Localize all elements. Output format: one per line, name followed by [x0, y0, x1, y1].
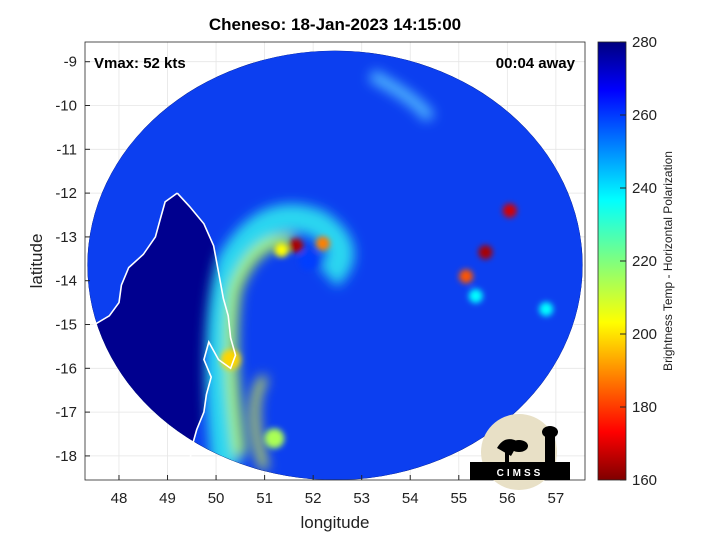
logo-dish-base	[505, 452, 509, 462]
feature-point	[264, 428, 285, 449]
colorbar-label: Brightness Temp - Horizontal Polarizatio…	[661, 151, 675, 371]
y-tick-label: -9	[64, 54, 77, 71]
logo-tower-icon	[545, 432, 555, 462]
coastline-north	[85, 192, 178, 334]
colorbar-tick-label: 280	[632, 34, 657, 51]
x-tick-label: 48	[111, 490, 128, 507]
colorbar-ticks: 160 180 200 220 240 260 280	[620, 34, 657, 489]
x-tick-label: 51	[256, 490, 273, 507]
brightness-swath	[87, 50, 583, 480]
y-tick-label: -12	[55, 185, 77, 202]
logo-dome-icon	[510, 440, 528, 452]
feature-point	[539, 302, 554, 317]
colorbar-tick-label: 200	[632, 326, 657, 343]
x-tick-label: 56	[499, 490, 516, 507]
y-axis-ticks: -9 -10 -11 -12 -13 -14 -15 -16 -17 -18	[55, 54, 90, 465]
colorbar-tick-label: 240	[632, 180, 657, 197]
y-tick-label: -14	[55, 273, 77, 290]
northern-cloud	[368, 69, 435, 122]
logo-building	[470, 462, 570, 480]
logo-text: CIMSS	[497, 468, 544, 479]
feature-point	[299, 252, 318, 270]
feature-point	[468, 289, 483, 304]
colorbar-tick-label: 180	[632, 399, 657, 416]
time-offset-label: 00:04 away	[496, 55, 576, 72]
x-tick-label: 50	[208, 490, 225, 507]
inner-band	[225, 234, 295, 457]
y-tick-label: -15	[55, 317, 77, 334]
colorbar-tick-label: 160	[632, 472, 657, 489]
x-axis-label: longitude	[300, 513, 369, 532]
y-tick-label: -13	[55, 229, 77, 246]
southern-band	[250, 374, 269, 471]
outer-band	[205, 204, 355, 471]
feature-point	[289, 238, 304, 253]
y-tick-label: -10	[55, 98, 77, 115]
chart-title: Cheneso: 18-Jan-2023 14:15:00	[209, 15, 461, 34]
cimss-logo: CIMSS	[470, 414, 570, 490]
colorbar-tick-label: 220	[632, 253, 657, 270]
x-tick-label: 57	[548, 490, 565, 507]
y-tick-label: -11	[56, 141, 77, 158]
x-tick-label: 54	[402, 490, 419, 507]
x-tick-label: 55	[450, 490, 467, 507]
feature-point	[274, 243, 289, 258]
y-tick-label: -18	[55, 448, 77, 465]
x-tick-label: 53	[353, 490, 370, 507]
feature-point	[459, 269, 474, 284]
plot-frame	[84, 41, 586, 481]
y-tick-label: -16	[55, 360, 77, 377]
colorbar-tick-label: 260	[632, 107, 657, 124]
rain-bands	[205, 69, 435, 471]
x-tick-label: 49	[159, 490, 176, 507]
logo-tank-icon	[542, 426, 558, 438]
vmax-label: Vmax: 52 kts	[94, 55, 186, 72]
feature-point	[478, 245, 493, 260]
feature-point	[502, 203, 517, 218]
feature-point	[315, 236, 330, 251]
x-tick-label: 52	[305, 490, 322, 507]
coastline	[176, 192, 237, 480]
y-tick-label: -17	[55, 404, 77, 421]
y-axis-label: latitude	[27, 234, 46, 289]
